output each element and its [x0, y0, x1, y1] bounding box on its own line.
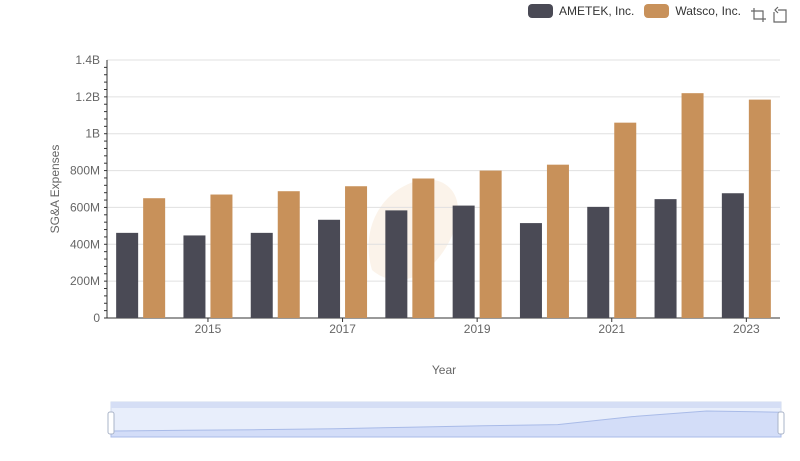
- datazoom-slider[interactable]: [107, 401, 785, 438]
- datazoom-top-bar[interactable]: [111, 402, 781, 408]
- bar-ametek-2016[interactable]: [250, 232, 273, 318]
- x-tick-label: 2023: [733, 322, 760, 336]
- y-tick-label: 400M: [70, 237, 100, 251]
- bar-watsco-2019[interactable]: [479, 170, 502, 318]
- y-axis-label: SG&A Expenses: [48, 145, 62, 234]
- bar-ametek-2021[interactable]: [587, 206, 610, 318]
- legend-swatch-watsco: [644, 4, 670, 18]
- bar-watsco-2016[interactable]: [277, 191, 300, 318]
- x-tick-label: 2015: [195, 322, 222, 336]
- x-tick-label: 2021: [598, 322, 625, 336]
- legend-item-watsco[interactable]: Watsco, Inc.: [644, 4, 741, 18]
- y-axis: 0 200M 400M 600M 800M 1B 1.2B 1.4B: [70, 53, 780, 325]
- y-tick-label: 1.2B: [75, 90, 100, 104]
- bar-watsco-2023[interactable]: [748, 99, 771, 318]
- bar-watsco-2014[interactable]: [143, 198, 166, 318]
- x-axis-label: Year: [432, 363, 456, 377]
- bar-watsco-2018[interactable]: [412, 178, 435, 318]
- y-tick-label: 800M: [70, 164, 100, 178]
- bar-watsco-2020[interactable]: [546, 164, 569, 318]
- y-tick-label: 1.4B: [75, 53, 100, 67]
- bar-watsco-2021[interactable]: [614, 122, 637, 319]
- zoom-icon[interactable]: [750, 6, 768, 24]
- bar-ametek-2022[interactable]: [654, 199, 677, 318]
- restore-icon[interactable]: [771, 6, 789, 24]
- legend: AMETEK, Inc. Watsco, Inc.: [528, 4, 751, 18]
- bar-watsco-2017[interactable]: [345, 186, 368, 318]
- datazoom-handle-left[interactable]: [107, 411, 115, 435]
- x-axis: 2015 2017 2019 2021 2023: [195, 318, 760, 336]
- y-tick-label: 200M: [70, 274, 100, 288]
- bar-ametek-2014[interactable]: [116, 232, 139, 318]
- legend-label-watsco: Watsco, Inc.: [675, 4, 741, 18]
- bar-ametek-2019[interactable]: [452, 205, 475, 318]
- legend-swatch-ametek: [528, 4, 553, 18]
- datazoom-handle-right[interactable]: [777, 411, 785, 435]
- bar-ametek-2018[interactable]: [385, 210, 408, 318]
- y-tick-label: 1B: [85, 127, 100, 141]
- y-tick-label: 0: [93, 311, 100, 325]
- bar-ametek-2015[interactable]: [183, 235, 206, 318]
- bar-ametek-2023[interactable]: [721, 193, 744, 318]
- x-tick-label: 2017: [329, 322, 356, 336]
- legend-item-ametek[interactable]: AMETEK, Inc.: [528, 4, 634, 18]
- bar-watsco-2022[interactable]: [681, 93, 704, 319]
- bar-ametek-2020[interactable]: [519, 223, 542, 318]
- bars[interactable]: [116, 93, 771, 319]
- toolbox: [747, 6, 789, 24]
- y-tick-label: 600M: [70, 200, 100, 214]
- legend-label-ametek: AMETEK, Inc.: [559, 4, 635, 18]
- x-tick-label: 2019: [464, 322, 491, 336]
- bar-ametek-2017[interactable]: [318, 219, 341, 318]
- bar-watsco-2015[interactable]: [210, 194, 233, 318]
